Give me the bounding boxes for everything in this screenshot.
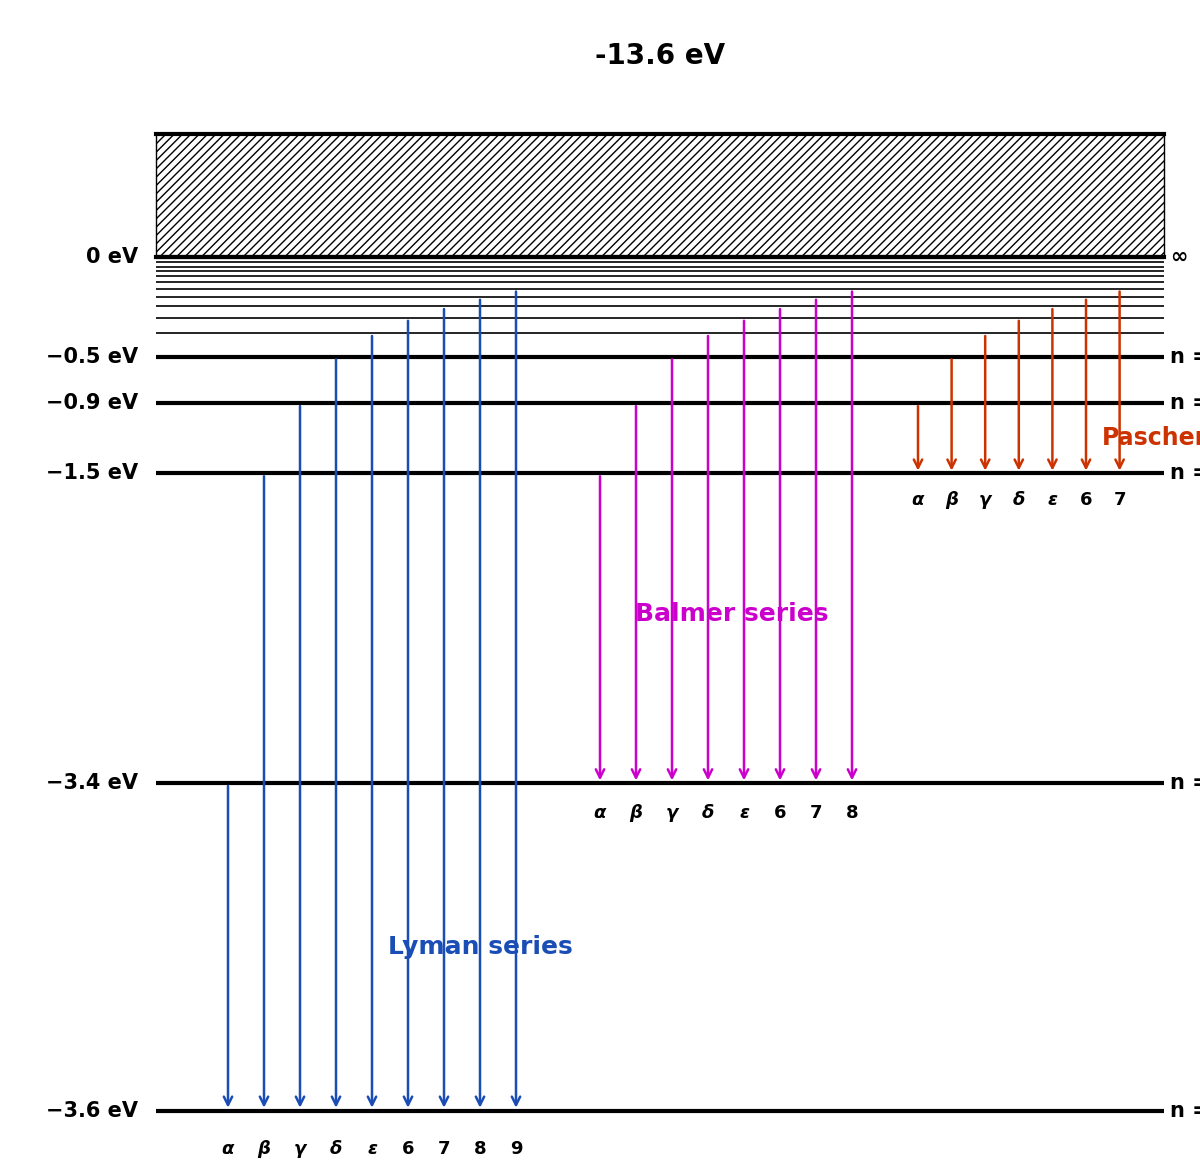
Text: 0 eV: 0 eV	[86, 247, 138, 268]
Text: 9: 9	[510, 1140, 522, 1157]
Text: −1.5 eV: −1.5 eV	[46, 463, 138, 484]
Text: ε: ε	[1048, 491, 1057, 509]
Text: 7: 7	[1114, 491, 1126, 509]
Text: n = 3: n = 3	[1170, 463, 1200, 484]
Text: γ: γ	[979, 491, 991, 509]
Text: -13.6 eV: -13.6 eV	[595, 42, 725, 70]
Text: 7: 7	[438, 1140, 450, 1157]
Text: δ: δ	[330, 1140, 342, 1157]
Text: δ: δ	[1013, 491, 1025, 509]
Text: −3.6 eV: −3.6 eV	[46, 1100, 138, 1121]
Text: β: β	[630, 804, 642, 822]
Text: 6: 6	[1080, 491, 1092, 509]
Text: ε: ε	[739, 804, 749, 822]
Text: 6: 6	[402, 1140, 414, 1157]
Text: ε: ε	[367, 1140, 377, 1157]
Text: −0.5 eV: −0.5 eV	[46, 346, 138, 367]
Text: Paschen: Paschen	[1102, 427, 1200, 450]
Text: δ: δ	[702, 804, 714, 822]
Text: 8: 8	[474, 1140, 486, 1157]
Text: α: α	[594, 804, 606, 822]
Text: n = 5: n = 5	[1170, 346, 1200, 367]
Text: n = 4: n = 4	[1170, 393, 1200, 414]
Text: γ: γ	[666, 804, 678, 822]
Text: n = 2: n = 2	[1170, 773, 1200, 794]
Text: 7: 7	[810, 804, 822, 822]
Text: γ: γ	[294, 1140, 306, 1157]
Text: 6: 6	[774, 804, 786, 822]
Text: α: α	[222, 1140, 234, 1157]
Text: ∞: ∞	[1170, 247, 1187, 268]
Text: Lyman series: Lyman series	[388, 935, 572, 959]
Text: −3.4 eV: −3.4 eV	[46, 773, 138, 794]
Text: 8: 8	[846, 804, 858, 822]
Text: −0.9 eV: −0.9 eV	[46, 393, 138, 414]
Text: n = 1: n = 1	[1170, 1100, 1200, 1121]
Text: β: β	[258, 1140, 270, 1157]
Text: α: α	[912, 491, 924, 509]
Text: β: β	[946, 491, 958, 509]
Text: Balmer series: Balmer series	[635, 602, 829, 625]
